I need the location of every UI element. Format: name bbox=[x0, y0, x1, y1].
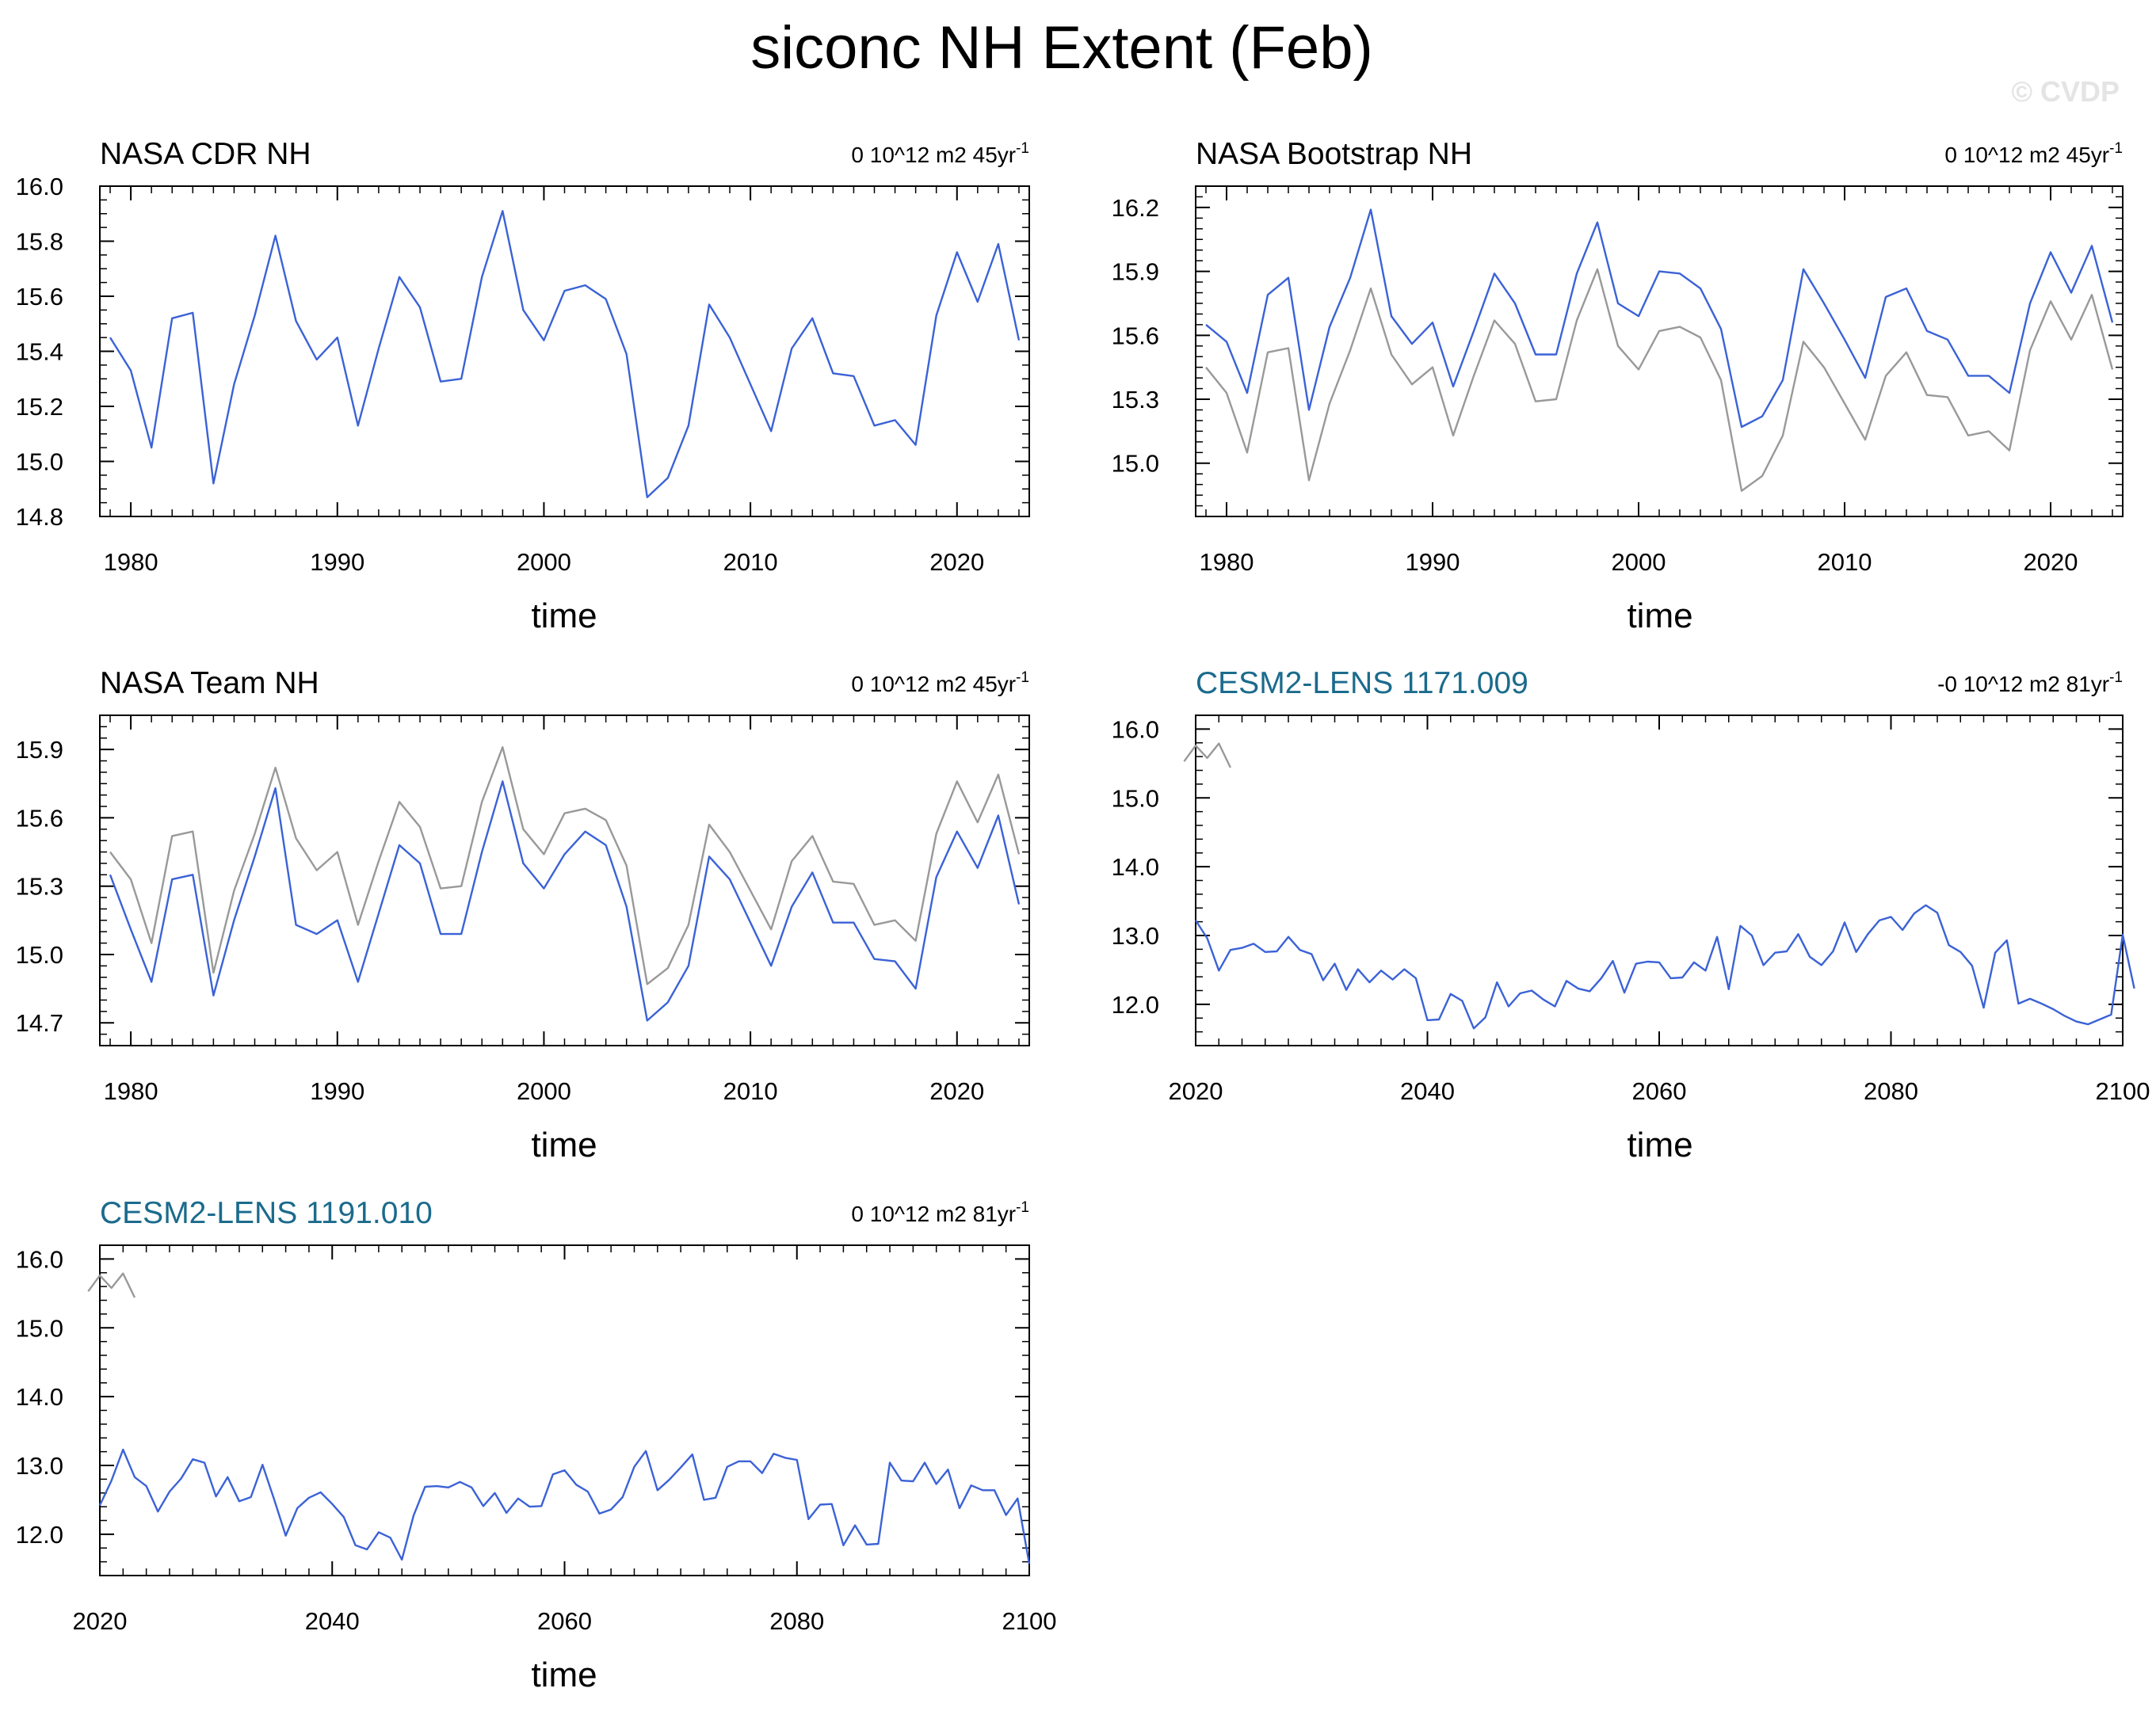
chart-panel: 14.8 15.0 15.2 15.4 15.6 15.8 16.0 1980 1990 2000… bbox=[16, 137, 1030, 635]
x-tick-label: 2000 bbox=[517, 1077, 571, 1105]
trend-label: 0 10^12 m2 45yr-1 bbox=[1944, 140, 2123, 167]
y-tick-label: 15.0 bbox=[16, 1314, 63, 1342]
x-axis-label: time bbox=[531, 1126, 597, 1164]
x-tick-label: 2080 bbox=[1864, 1077, 1918, 1105]
y-tick-label: 15.3 bbox=[16, 873, 63, 901]
x-axis-label: time bbox=[531, 1656, 597, 1694]
y-tick-label: 15.4 bbox=[16, 338, 63, 366]
panel-title: CESM2-LENS 1171.009 bbox=[1196, 666, 1528, 700]
x-tick-label: 2020 bbox=[2024, 548, 2078, 576]
x-tick-label: 2060 bbox=[537, 1607, 592, 1635]
panel-title: NASA Team NH bbox=[100, 666, 319, 700]
x-tick-label: 1980 bbox=[1200, 548, 1254, 576]
chart-panel: 15.0 15.3 15.6 15.9 16.2 1980 1990 2000 2010 2020… bbox=[1112, 137, 2124, 635]
series-line bbox=[1205, 208, 2114, 429]
trend-label: -0 10^12 m2 81yr-1 bbox=[1937, 669, 2123, 696]
y-tick-label: 15.9 bbox=[1112, 258, 1159, 286]
x-tick-label: 2000 bbox=[1612, 548, 1666, 576]
x-tick-label: 1990 bbox=[310, 548, 364, 576]
y-tick-label: 16.0 bbox=[16, 173, 63, 200]
y-tick-label: 16.0 bbox=[1112, 715, 1159, 743]
x-axis-label: time bbox=[1627, 1126, 1692, 1164]
y-tick-label: 15.0 bbox=[1112, 784, 1159, 812]
series-line bbox=[109, 210, 1021, 498]
x-axis-label: time bbox=[1627, 596, 1692, 635]
x-tick-label: 2010 bbox=[1818, 548, 1872, 576]
x-tick-label: 2060 bbox=[1632, 1077, 1687, 1105]
y-tick-label: 15.9 bbox=[16, 736, 63, 764]
y-tick-label: 12.0 bbox=[16, 1521, 63, 1549]
x-axis-label: time bbox=[531, 596, 597, 635]
y-tick-label: 14.0 bbox=[1112, 853, 1159, 881]
x-tick-label: 1980 bbox=[104, 1077, 158, 1105]
y-tick-label: 13.0 bbox=[16, 1452, 63, 1480]
y-tick-label: 15.0 bbox=[16, 941, 63, 969]
x-tick-label: 2020 bbox=[929, 1077, 984, 1105]
y-tick-label: 14.0 bbox=[16, 1383, 63, 1411]
y-tick-label: 15.6 bbox=[16, 804, 63, 832]
x-tick-label: 2040 bbox=[1400, 1077, 1455, 1105]
series-line bbox=[98, 1448, 1031, 1564]
trend-label: 0 10^12 m2 81yr-1 bbox=[851, 1199, 1029, 1226]
series-line bbox=[109, 780, 1021, 1022]
panel-title: NASA CDR NH bbox=[100, 137, 311, 171]
y-tick-label: 16.2 bbox=[1112, 194, 1159, 222]
trend-label: 0 10^12 m2 45yr-1 bbox=[851, 140, 1029, 167]
chart-panel: 12.0 13.0 14.0 15.0 16.0 2020 2040 2060 2080 2100… bbox=[16, 1196, 1057, 1694]
y-tick-label: 15.6 bbox=[1112, 322, 1159, 349]
x-tick-label: 2010 bbox=[723, 1077, 778, 1105]
chart-panel: 14.7 15.0 15.3 15.6 15.9 1980 1990 2000 2010 2020… bbox=[16, 666, 1030, 1164]
x-tick-label: 2020 bbox=[1169, 1077, 1223, 1105]
chart-panel: 12.0 13.0 14.0 15.0 16.0 2020 2040 2060 2080 2100… bbox=[1112, 666, 2150, 1164]
y-tick-label: 14.7 bbox=[16, 1009, 63, 1037]
y-tick-label: 15.0 bbox=[16, 448, 63, 476]
y-tick-label: 15.2 bbox=[16, 393, 63, 421]
series-line bbox=[109, 746, 1021, 985]
x-tick-label: 2040 bbox=[305, 1607, 360, 1635]
x-tick-label: 1990 bbox=[1406, 548, 1460, 576]
x-tick-label: 2080 bbox=[769, 1607, 824, 1635]
y-tick-label: 13.0 bbox=[1112, 922, 1159, 950]
y-tick-label: 15.0 bbox=[1112, 450, 1159, 478]
x-tick-label: 2010 bbox=[723, 548, 778, 576]
x-tick-label: 2100 bbox=[2096, 1077, 2150, 1105]
y-tick-label: 16.0 bbox=[16, 1245, 63, 1273]
series-line bbox=[87, 1272, 136, 1298]
trend-label: 0 10^12 m2 45yr-1 bbox=[851, 669, 1029, 696]
x-tick-label: 2100 bbox=[1002, 1607, 1057, 1635]
series-line bbox=[1194, 904, 2135, 1030]
x-tick-label: 1980 bbox=[104, 548, 158, 576]
series-line bbox=[1205, 268, 2114, 492]
x-tick-label: 2020 bbox=[929, 548, 984, 576]
y-tick-label: 15.3 bbox=[1112, 386, 1159, 413]
panel-title: NASA Bootstrap NH bbox=[1196, 137, 1472, 171]
x-tick-label: 2020 bbox=[73, 1607, 128, 1635]
y-tick-label: 12.0 bbox=[1112, 991, 1159, 1019]
y-tick-label: 15.6 bbox=[16, 283, 63, 311]
figure-title: siconc NH Extent (Feb) bbox=[750, 14, 1373, 82]
watermark: © CVDP bbox=[2011, 75, 2120, 108]
series-line bbox=[1183, 742, 1231, 768]
x-tick-label: 2000 bbox=[517, 548, 571, 576]
panel-title: CESM2-LENS 1191.010 bbox=[100, 1196, 433, 1230]
y-tick-label: 15.8 bbox=[16, 228, 63, 256]
x-tick-label: 1990 bbox=[310, 1077, 364, 1105]
y-tick-label: 14.8 bbox=[16, 503, 63, 531]
